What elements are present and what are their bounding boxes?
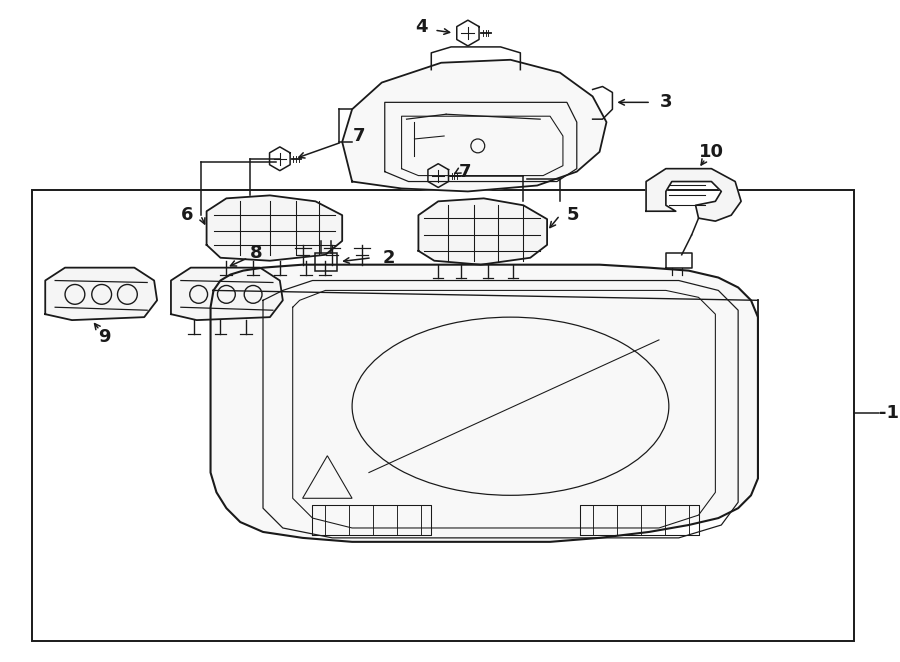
Text: 8: 8 (250, 244, 263, 261)
Polygon shape (45, 267, 158, 320)
Polygon shape (171, 267, 283, 320)
Text: 2: 2 (382, 249, 395, 267)
Text: 3: 3 (660, 93, 672, 111)
Text: -1: -1 (878, 404, 899, 422)
Polygon shape (342, 60, 607, 191)
Polygon shape (418, 199, 547, 265)
Polygon shape (646, 169, 741, 221)
Text: 6: 6 (181, 206, 193, 224)
Text: 10: 10 (699, 143, 724, 161)
Text: 5: 5 (567, 206, 579, 224)
Bar (316, 253, 338, 271)
Text: 7: 7 (353, 127, 365, 145)
Bar (32, 191, 854, 641)
Text: 7: 7 (458, 163, 471, 181)
Polygon shape (211, 265, 758, 542)
Text: 4: 4 (415, 18, 428, 36)
Polygon shape (207, 195, 342, 261)
Text: 9: 9 (98, 328, 111, 346)
